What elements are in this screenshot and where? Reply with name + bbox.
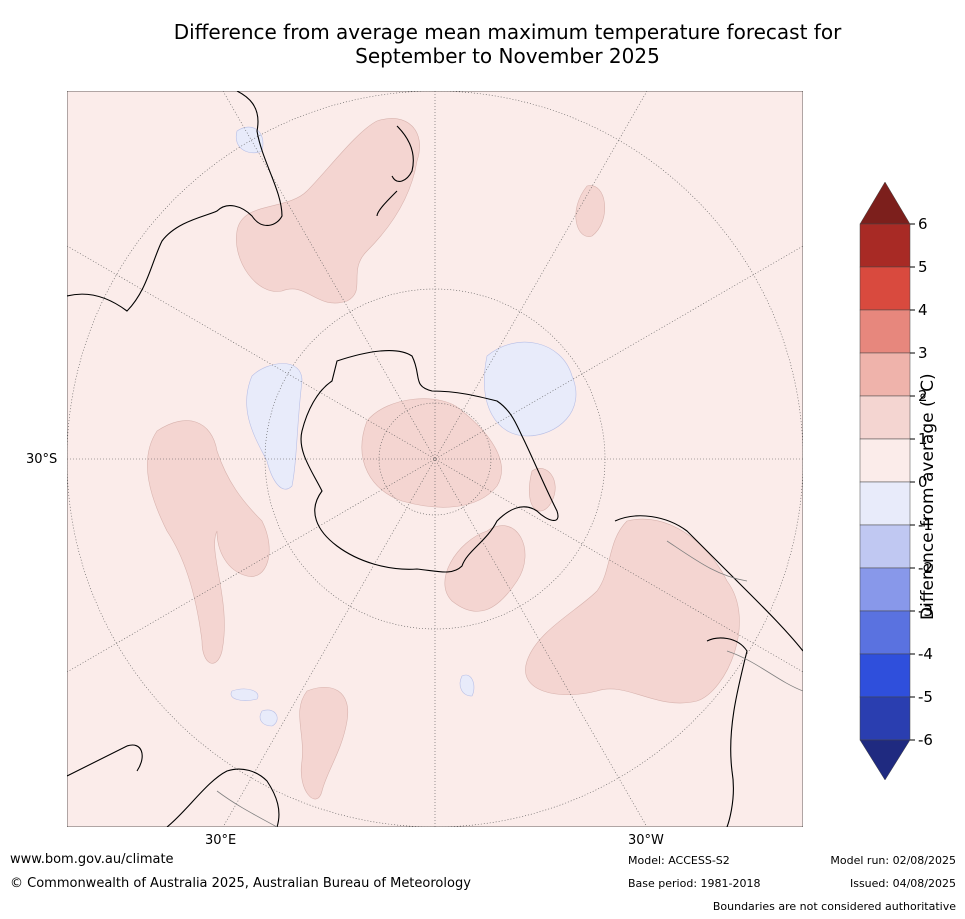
colorbar-band — [859, 739, 911, 781]
coastlines — [67, 91, 803, 827]
title-line-2: September to November 2025 — [355, 44, 660, 68]
cool-region-ross-sea — [484, 341, 577, 437]
colorbar-band — [859, 438, 911, 483]
colorbar-tick-label: -3 — [918, 602, 933, 620]
lon-label-30e: 30°E — [205, 833, 237, 848]
colorbar-tick-label: 0 — [918, 473, 928, 491]
cool-region-small-1 — [230, 688, 259, 701]
colorbar-band — [859, 309, 911, 354]
warm-region-south-america — [525, 518, 740, 704]
colorbar-band — [859, 481, 911, 526]
colorbar-tick-label: -1 — [918, 516, 933, 534]
colorbar-band — [859, 395, 911, 440]
south-america-coast — [614, 515, 803, 652]
colorbar-band — [859, 352, 911, 397]
south-america-west — [706, 637, 748, 827]
warm-region-atlantic — [444, 525, 526, 612]
footer-base-period: Base period: 1981-2018 — [628, 877, 761, 890]
new-zealand-north — [391, 125, 414, 182]
warm-anomaly-regions — [147, 118, 740, 800]
colorbar-tick-label: 3 — [918, 344, 928, 362]
colorbar-band — [859, 524, 911, 569]
colorbar-band — [859, 610, 911, 655]
colorbar-band — [859, 696, 911, 741]
colorbar-tick-label: 6 — [918, 215, 928, 233]
footer-model-run: Model run: 02/08/2025 — [830, 854, 956, 867]
colorbar-tick-label: -4 — [918, 645, 933, 663]
map-title: Difference from average mean maximum tem… — [0, 20, 965, 68]
footer-copyright: © Commonwealth of Australia 2025, Austra… — [10, 876, 471, 891]
colorbar-band — [859, 653, 911, 698]
colorbar-band — [859, 181, 911, 225]
colorbar: 6 5 4 3 2 1 0 -1 -2 -3 -4 -5 -6 — [859, 181, 933, 781]
footer-issued: Issued: 04/08/2025 — [849, 877, 956, 890]
colorbar-band — [859, 567, 911, 612]
cool-region-small-3 — [459, 674, 475, 697]
graticule — [67, 91, 803, 827]
footer-url[interactable]: www.bom.gov.au/climate — [10, 852, 174, 867]
cool-region-indian-sector — [246, 363, 303, 490]
footer-disclaimer: Boundaries are not considered authoritat… — [712, 900, 956, 913]
lon-label-30w: 30°W — [628, 833, 664, 848]
madagascar-coast — [166, 768, 280, 827]
warm-region-indian-ocean — [299, 686, 349, 800]
warm-region-pacific-east — [575, 185, 605, 237]
colorbar-tick-label: 4 — [918, 301, 928, 319]
warm-region-new-zealand — [236, 118, 420, 304]
colorbar-tick-label: -6 — [918, 731, 933, 749]
colorbar-tick-label: 2 — [918, 387, 928, 405]
lat-label-30s: 30°S — [26, 452, 58, 467]
colorbar-ticks: 6 5 4 3 2 1 0 -1 -2 -3 -4 -5 -6 — [910, 215, 933, 749]
title-line-1: Difference from average mean maximum tem… — [173, 20, 842, 44]
cool-region-small-2 — [259, 709, 278, 727]
footer-model: Model: ACCESS-S2 — [628, 854, 730, 867]
country-borders — [216, 540, 803, 827]
colorbar-tick-label: 1 — [918, 430, 928, 448]
colorbar-tick-label: -2 — [918, 559, 933, 577]
australia-coast — [67, 91, 283, 312]
colorbar-band — [859, 266, 911, 311]
africa-coast — [67, 744, 143, 777]
polar-map — [67, 91, 803, 827]
colorbar-tick-label: -5 — [918, 688, 933, 706]
antarctica-coast — [300, 350, 559, 573]
colorbar-bands — [859, 181, 911, 781]
cool-anomaly-regions — [230, 126, 577, 727]
colorbar-band — [859, 223, 911, 268]
colorbar-tick-label: 5 — [918, 258, 928, 276]
new-zealand-south — [376, 190, 398, 217]
colorbar-label: Difference from average (°C) — [918, 373, 938, 620]
warm-region-africa-south — [147, 420, 270, 664]
